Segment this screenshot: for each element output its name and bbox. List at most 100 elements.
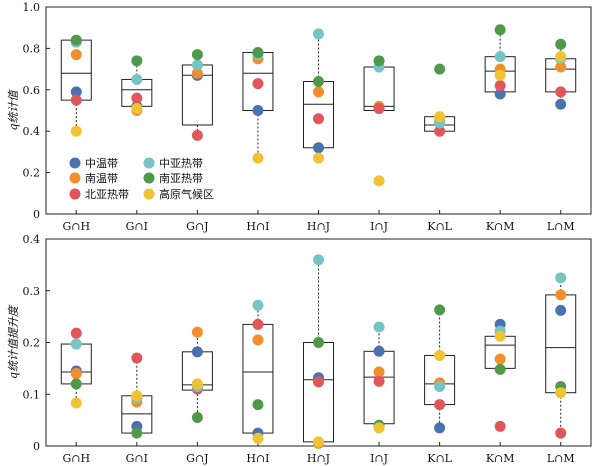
chart1-y-tick-label: 0 xyxy=(33,208,40,221)
chart2-point xyxy=(191,378,203,390)
chart1-point xyxy=(494,24,506,36)
chart2-y-axis-label: q统计值提升度 xyxy=(7,304,20,379)
chart1-point xyxy=(373,175,385,187)
chart1-point xyxy=(70,86,82,98)
chart1-point xyxy=(191,49,203,61)
chart2-box xyxy=(303,342,334,443)
chart2-point xyxy=(434,422,446,434)
chart1-point xyxy=(70,125,82,137)
chart2-x-tick-label: G∩H xyxy=(62,452,90,465)
chart1-point xyxy=(191,67,203,79)
chart1-point xyxy=(313,142,324,154)
chart2-x-tick-label: H∩I xyxy=(246,452,269,465)
chart2-point xyxy=(191,346,203,358)
chart2-point xyxy=(131,352,143,364)
chart1-y-tick-label: 1.0 xyxy=(23,1,41,14)
legend-marker xyxy=(69,188,81,200)
chart2-point xyxy=(494,420,506,432)
chart1-point xyxy=(555,38,567,50)
chart2-point xyxy=(313,436,324,448)
chart1-y-tick-label: 0.8 xyxy=(23,42,41,55)
legend-label: 南温带 xyxy=(85,172,118,185)
chart1-point xyxy=(373,55,385,67)
chart2-x-tick-label: K∩M xyxy=(486,452,515,465)
legend-marker xyxy=(143,188,155,200)
chart1-point xyxy=(434,63,446,75)
chart1-point xyxy=(555,98,567,110)
chart2-x-tick-label: K∩L xyxy=(427,452,452,465)
chart1-point xyxy=(555,61,567,73)
chart2-point xyxy=(70,397,82,409)
chart2-point xyxy=(313,337,324,348)
chart2-x-tick-label: G∩I xyxy=(126,452,148,465)
chart2-x-tick-label: H∩J xyxy=(307,452,330,465)
chart2-point xyxy=(373,345,385,357)
chart1-point xyxy=(494,51,506,63)
chart2-point xyxy=(434,304,446,316)
chart1-point xyxy=(70,49,82,61)
chart1-point xyxy=(494,88,506,100)
chart2-point xyxy=(555,387,567,399)
chart1-point xyxy=(252,105,264,116)
chart1-point xyxy=(191,129,203,141)
chart2-point xyxy=(555,289,567,301)
chart2-point xyxy=(373,375,385,387)
legend-label: 北亚热带 xyxy=(85,188,129,201)
chart2-point xyxy=(191,412,203,424)
chart1-point xyxy=(131,102,143,114)
chart1-point xyxy=(434,125,446,137)
chart1-point xyxy=(434,111,446,123)
chart2-point xyxy=(252,299,264,311)
chart2-point xyxy=(494,363,506,375)
chart1-y-axis-label: q统计值 xyxy=(7,88,20,130)
legend-label: 南亚热带 xyxy=(159,172,203,185)
chart2-x-tick-label: G∩J xyxy=(186,452,208,465)
chart2-point xyxy=(252,432,264,444)
chart1-point xyxy=(131,55,143,67)
chart1-x-tick-label: K∩L xyxy=(427,220,452,233)
chart2-point xyxy=(313,254,324,266)
chart1-point xyxy=(555,86,567,98)
chart1-x-tick-label: I∩J xyxy=(370,220,388,233)
legend-marker xyxy=(143,172,155,184)
chart2-point xyxy=(252,399,264,411)
chart2-point xyxy=(313,376,324,388)
chart1-point xyxy=(555,51,567,63)
chart2-y-tick-label: 0.3 xyxy=(23,285,41,298)
legend-marker xyxy=(69,157,81,169)
chart2-point xyxy=(131,390,143,402)
chart1-point xyxy=(494,80,506,92)
chart1-point xyxy=(131,73,143,85)
chart2-point xyxy=(252,334,264,346)
chart1-point xyxy=(70,34,82,46)
chart2-point xyxy=(252,318,264,330)
chart2-point xyxy=(70,327,82,339)
chart2-point xyxy=(555,304,567,316)
chart1-point xyxy=(252,78,264,90)
chart2-point xyxy=(494,330,506,342)
chart2-y-tick-label: 0.2 xyxy=(23,337,41,350)
chart1-point xyxy=(313,86,324,98)
chart2-point xyxy=(434,399,446,411)
legend-label: 高原气候区 xyxy=(159,187,214,201)
chart2-x-tick-label: L∩M xyxy=(547,452,575,465)
chart2-point xyxy=(131,427,143,439)
chart1-y-tick-label: 0.6 xyxy=(23,84,41,97)
chart1-point xyxy=(494,69,506,81)
chart1-point xyxy=(191,59,203,71)
chart1-x-tick-label: G∩J xyxy=(186,220,208,233)
chart2-point xyxy=(70,338,82,350)
chart1-point xyxy=(252,47,264,59)
chart1-x-tick-label: H∩J xyxy=(307,220,330,233)
chart2-point xyxy=(434,349,446,361)
chart1-x-tick-label: K∩M xyxy=(486,220,515,233)
legend-marker xyxy=(69,172,81,184)
chart1-point xyxy=(313,28,324,40)
legend-marker xyxy=(143,157,155,169)
chart1-x-tick-label: G∩I xyxy=(126,220,148,233)
chart1-point xyxy=(373,102,385,114)
chart1-point xyxy=(313,76,324,88)
chart2-point xyxy=(191,326,203,338)
chart1-y-tick-label: 0.2 xyxy=(23,167,41,180)
